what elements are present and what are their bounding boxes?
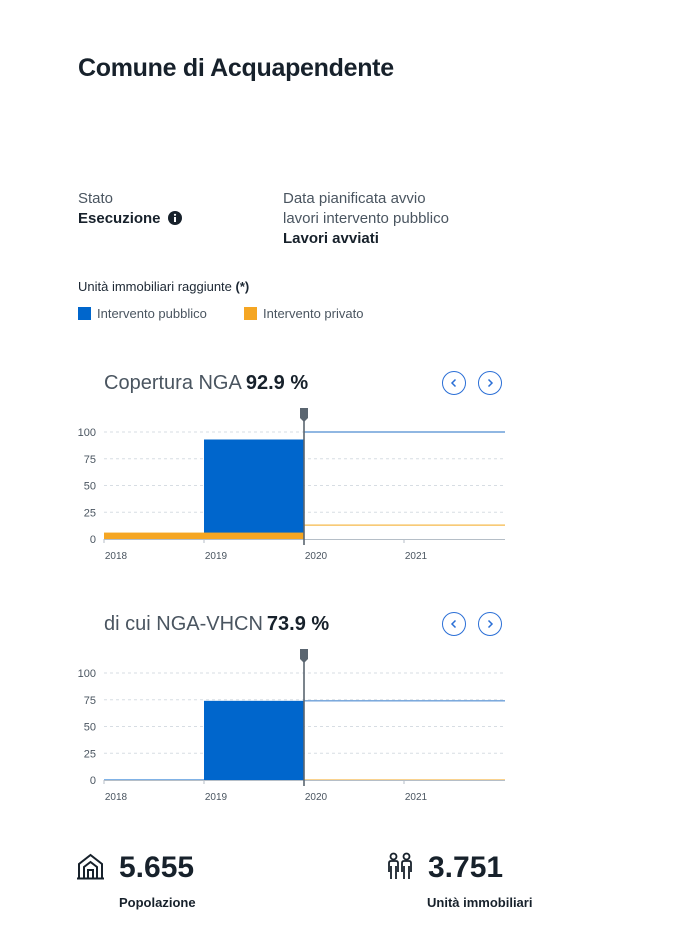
chevron-left-icon bbox=[450, 619, 457, 629]
info-icon[interactable] bbox=[167, 211, 182, 231]
chart-nga-title: Copertura NGA bbox=[104, 372, 242, 394]
legend-swatch-public bbox=[78, 307, 91, 320]
population-label: Popolazione bbox=[119, 895, 196, 910]
legend-item-public: Intervento pubblico bbox=[78, 306, 207, 321]
y-tick-label: 25 bbox=[84, 748, 96, 760]
legend-item-private: Intervento privato bbox=[244, 306, 363, 321]
legend-title: Unità immobiliari raggiunte (*) bbox=[78, 279, 249, 294]
x-tick-label: 2020 bbox=[305, 792, 328, 803]
chart-vhcn-value: 73.9 % bbox=[266, 613, 330, 635]
y-tick-label: 25 bbox=[84, 507, 96, 519]
x-tick-label: 2021 bbox=[405, 551, 428, 562]
chevron-right-icon bbox=[487, 378, 494, 388]
bar-public-2019 bbox=[204, 700, 304, 780]
chevron-right-icon bbox=[487, 619, 494, 629]
chart-vhcn-prev-button[interactable] bbox=[442, 612, 466, 636]
planned-value: Lavori avviati bbox=[283, 230, 379, 247]
planned-start-block: Data pianificata avvio lavori intervento… bbox=[283, 189, 513, 249]
current-time-flag bbox=[300, 649, 308, 663]
x-tick-label: 2018 bbox=[105, 551, 128, 562]
legend-swatch-private bbox=[244, 307, 257, 320]
legend-title-text: Unità immobiliari raggiunte bbox=[78, 279, 232, 294]
chevron-left-icon bbox=[450, 378, 457, 388]
x-tick-label: 2019 bbox=[205, 551, 228, 562]
people-icon bbox=[388, 852, 412, 879]
y-tick-label: 75 bbox=[84, 695, 96, 707]
planned-label-line2: lavori intervento pubblico bbox=[283, 210, 449, 227]
chart-nga-header: Copertura NGA 92.9 % bbox=[104, 372, 308, 395]
units-value: 3.751 bbox=[428, 851, 504, 884]
current-time-flag bbox=[300, 408, 308, 422]
chart-nga-prev-button[interactable] bbox=[442, 371, 466, 395]
population-value: 5.655 bbox=[119, 851, 195, 884]
y-tick-label: 0 bbox=[90, 775, 96, 787]
chart-vhcn-header: di cui NGA-VHCN 73.9 % bbox=[104, 613, 329, 636]
x-tick-label: 2018 bbox=[105, 792, 128, 803]
chart-nga: 0 25 50 75 100 2018 2019 2020 2021 bbox=[78, 408, 505, 562]
y-tick-label: 50 bbox=[84, 722, 96, 734]
x-tick-label: 2020 bbox=[305, 551, 328, 562]
chart-vhcn: 0 25 50 75 100 2018 2019 2020 2021 bbox=[78, 649, 505, 803]
page-title: Comune di Acquapendente bbox=[78, 54, 394, 82]
chart-vhcn-title: di cui NGA-VHCN bbox=[104, 613, 263, 635]
units-label: Unità immobiliari bbox=[427, 895, 533, 910]
legend-label-private: Intervento privato bbox=[263, 306, 364, 321]
bar-public-2019 bbox=[204, 439, 304, 539]
planned-label-line1: Data pianificata avvio bbox=[283, 190, 426, 207]
y-tick-label: 0 bbox=[90, 534, 96, 546]
y-tick-label: 75 bbox=[84, 454, 96, 466]
chart-nga-next-button[interactable] bbox=[478, 371, 502, 395]
status-label: Stato bbox=[78, 190, 114, 207]
chart-vhcn-next-button[interactable] bbox=[478, 612, 502, 636]
status-value: Esecuzione bbox=[78, 210, 161, 227]
y-tick-label: 50 bbox=[84, 481, 96, 493]
y-tick-label: 100 bbox=[78, 427, 96, 439]
x-tick-label: 2021 bbox=[405, 792, 428, 803]
y-tick-label: 100 bbox=[78, 668, 96, 680]
legend-title-suffix: (*) bbox=[235, 279, 250, 294]
chart-nga-value: 92.9 % bbox=[245, 372, 309, 394]
legend-label-public: Intervento pubblico bbox=[97, 306, 207, 321]
bar-private-2018 bbox=[104, 532, 204, 539]
status-block: Stato Esecuzione bbox=[78, 189, 182, 231]
status-value-row: Esecuzione bbox=[78, 209, 182, 231]
building-icon bbox=[77, 853, 104, 880]
bar-private-2019 bbox=[204, 532, 304, 539]
x-tick-label: 2019 bbox=[205, 792, 228, 803]
